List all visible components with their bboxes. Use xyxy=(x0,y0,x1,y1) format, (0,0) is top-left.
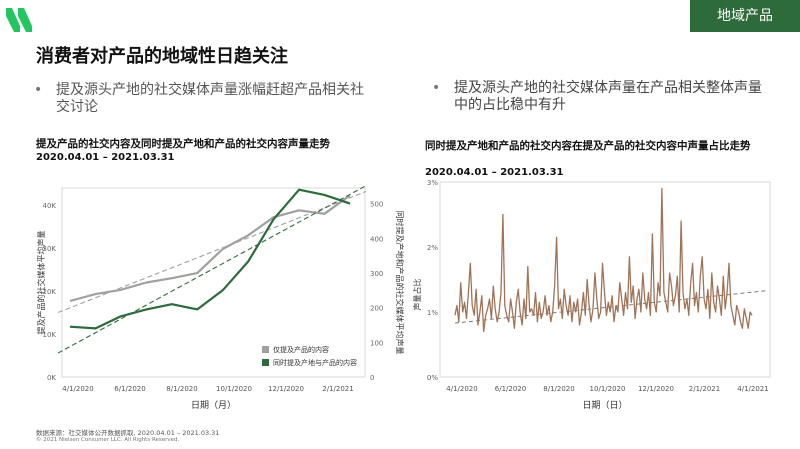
series-line xyxy=(69,188,351,330)
x-tick-label: 10/1/2020 xyxy=(216,385,252,393)
x-tick-label: 10/1/2020 xyxy=(590,385,626,393)
y-tick-label: 40K xyxy=(43,202,57,210)
x-axis-label: 日期（月） xyxy=(191,400,236,411)
x-tick-label: 2/1/2021 xyxy=(689,385,720,393)
x-tick-label: 12/1/2020 xyxy=(638,385,674,393)
series-line xyxy=(69,194,351,303)
data-source: 数据来源：社交媒体公开数据抓取, 2020.04.01 – 2021.03.31 xyxy=(36,429,220,437)
y-tick-label: 10K xyxy=(43,331,57,339)
nielsen-logo-icon xyxy=(6,8,32,32)
legend-swatch xyxy=(262,346,269,353)
page-title: 消费者对产品的地域性日趋关注 xyxy=(36,46,288,67)
y2-tick-label: 400 xyxy=(370,235,383,243)
x-tick-label: 4/1/2020 xyxy=(446,385,477,393)
legend-label: 同时提及产地与产品的内容 xyxy=(273,358,357,367)
bullet-point: • 提及源头产地的社交媒体声量涨幅赶超产品相关社交讨论 xyxy=(34,82,374,116)
y-axis-label: 声量占比 xyxy=(412,279,422,311)
x-tick-label: 6/1/2020 xyxy=(495,385,526,393)
y2-axis-label: 同时提及产地和产品的社交媒体平均声量 xyxy=(395,211,405,355)
y2-tick-label: 500 xyxy=(370,201,383,209)
y2-tick-label: 100 xyxy=(370,339,383,347)
x-tick-label: 4/1/2021 xyxy=(737,385,768,393)
bullet-text: 提及源头产地的社交媒体声量在产品相关整体声量中的占比稳中有升 xyxy=(454,80,762,113)
trend-line xyxy=(454,290,769,324)
x-tick-label: 4/1/2020 xyxy=(62,385,93,393)
chart-title: 提及产品的社交内容及同时提及产地和产品的社交内容声量走势 xyxy=(36,138,330,150)
legend-swatch xyxy=(262,359,269,366)
y-axis-label: 提及产品的社交媒体平均声量 xyxy=(36,231,46,335)
bullet-point: • 提及源头产地的社交媒体声量在产品相关整体声量中的占比稳中有升 xyxy=(432,80,772,114)
x-axis-label: 日期（日） xyxy=(582,400,627,411)
x-tick-label: 6/1/2020 xyxy=(114,385,145,393)
y-tick-label: 3% xyxy=(427,179,438,187)
x-tick-label: 2/1/2021 xyxy=(322,385,353,393)
y2-tick-label: 0 xyxy=(370,374,374,382)
series-line xyxy=(454,187,753,333)
y-tick-label: 1% xyxy=(427,309,438,317)
chart-title: 同时提及产地和产品的社交内容在提及产品的社交内容中声量占比走势 xyxy=(425,140,751,152)
y-tick-label: 0% xyxy=(427,374,438,382)
plot-frame xyxy=(61,187,366,378)
x-tick-label: 12/1/2020 xyxy=(268,385,304,393)
section-tag: 地域产品 xyxy=(690,0,800,32)
legend-label: 仅提及产品的内容 xyxy=(273,345,329,354)
bullet-marker: • xyxy=(432,80,441,96)
chart-subtitle: 2020.04.01 – 2021.03.31 xyxy=(36,152,175,163)
y-tick-label: 30K xyxy=(43,245,57,253)
bullet-text: 提及源头产地的社交媒体声量涨幅赶超产品相关社交讨论 xyxy=(56,82,364,115)
y2-tick-label: 300 xyxy=(370,270,383,278)
copyright: © 2021 Nielsen Consumer LLC. All Rights … xyxy=(36,437,180,443)
trend-line xyxy=(57,185,367,354)
bullet-marker: • xyxy=(34,82,43,98)
y2-tick-label: 200 xyxy=(370,305,383,313)
y-tick-label: 0K xyxy=(47,374,56,382)
x-tick-label: 8/1/2020 xyxy=(166,385,197,393)
y-tick-label: 2% xyxy=(427,244,438,252)
y-tick-label: 20K xyxy=(43,288,57,296)
chart-subtitle: 2020.04.01 – 2021.03.31 xyxy=(425,167,564,178)
plot-frame xyxy=(439,181,771,378)
x-tick-label: 8/1/2020 xyxy=(543,385,574,393)
